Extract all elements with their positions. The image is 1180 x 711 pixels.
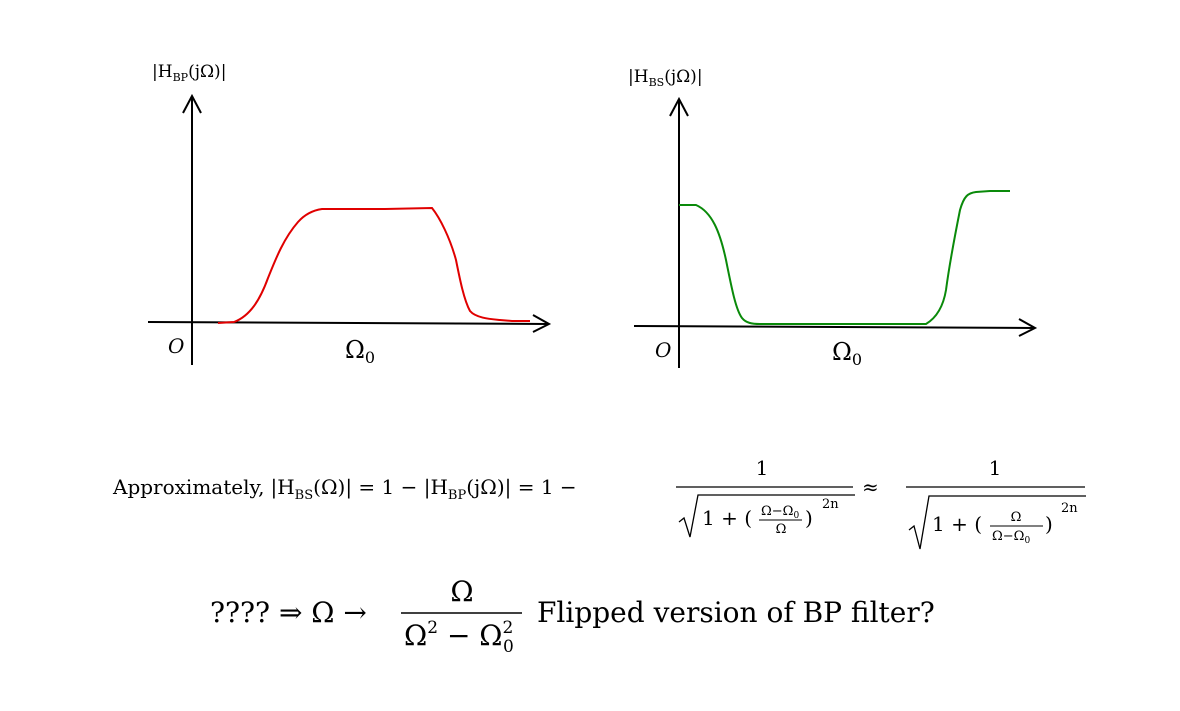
frac2-inner: 1 + ( — [932, 512, 982, 536]
bs-center-freq-label: Ω0 — [832, 338, 862, 369]
approximation-equation: Approximately, |HBS(Ω)| = 1 − |HBP(jΩ)| =… — [112, 456, 1086, 550]
bs-x-arrowhead — [1018, 318, 1038, 337]
bp-x-arrowhead — [532, 314, 552, 333]
bp-origin-label: O — [168, 334, 184, 358]
frac2-numerator: 1 — [989, 456, 1002, 480]
bandstop-plot: |HBS(jΩ)| O Ω0 — [628, 67, 1038, 369]
approx-symbol: ≈ — [862, 475, 879, 499]
transformation-equation: ???? ⇒ Ω → Ω Ω2 − Ω2 0 Flipped version o… — [210, 575, 935, 657]
bp-center-freq-label: Ω0 — [345, 336, 375, 367]
frac1-exponent: 2n — [822, 497, 839, 512]
frac1-close-paren: ) — [805, 506, 813, 530]
frac1-small-num: Ω−Ω0 — [761, 504, 799, 521]
frac1-small-den: Ω — [776, 522, 787, 537]
eq2-den-subscript: 0 — [503, 637, 514, 657]
frac2-exponent: 2n — [1061, 501, 1078, 516]
frac2-close-paren: ) — [1045, 512, 1053, 536]
eq1-lhs: Approximately, |HBS(Ω)| = 1 − |HBP(jΩ)| =… — [112, 475, 577, 503]
eq2-prefix: ???? ⇒ Ω → — [210, 596, 367, 629]
eq2-numerator: Ω — [450, 575, 473, 608]
eq2-suffix: Flipped version of BP filter? — [537, 596, 935, 629]
bs-origin-label: O — [655, 338, 671, 362]
frac2-sqrt — [908, 495, 1086, 550]
eq1-fraction-1: 1 1 + ( Ω−Ω0 Ω ) 2n — [676, 456, 855, 538]
frac2-small-num: Ω — [1011, 510, 1022, 525]
eq2-denominator: Ω2 − Ω2 — [404, 618, 513, 652]
eq1-fraction-2: 1 1 + ( Ω Ω−Ω0 ) 2n — [906, 456, 1086, 550]
bs-response-curve — [679, 190, 1010, 325]
bp-x-axis — [147, 321, 549, 325]
frac1-numerator: 1 — [756, 456, 769, 480]
bs-ylabel: |HBS(jΩ)| — [628, 67, 703, 89]
bp-ylabel: |HBP(jΩ)| — [152, 62, 226, 84]
bp-y-arrowhead — [182, 93, 202, 114]
bs-x-axis — [633, 325, 1035, 329]
bs-y-arrowhead — [669, 96, 689, 117]
frac1-inner: 1 + ( — [702, 506, 752, 530]
bandpass-plot: |HBP(jΩ)| O Ω0 — [147, 62, 552, 367]
bp-response-curve — [217, 206, 530, 324]
frac1-sqrt — [678, 494, 855, 538]
frac2-small-den: Ω−Ω0 — [992, 529, 1030, 546]
